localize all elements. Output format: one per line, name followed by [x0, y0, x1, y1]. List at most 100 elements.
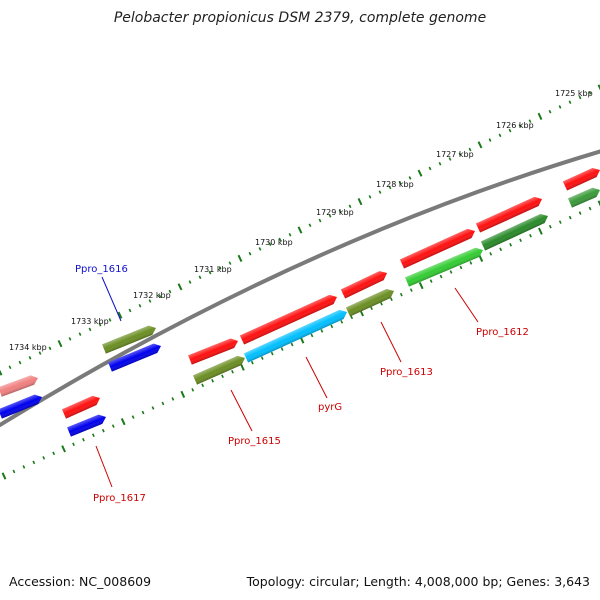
minor-tick [250, 360, 254, 365]
minor-tick [489, 252, 493, 256]
minor-tick [380, 301, 383, 306]
scale-label: 1730 kbp [255, 238, 293, 247]
minor-tick [448, 157, 452, 161]
scale-label: 1726 kbp [496, 121, 534, 130]
minor-tick [558, 105, 562, 109]
cds-ppro-1616-upper[interactable] [102, 323, 158, 354]
scale-label: 1725 kbp [555, 89, 593, 98]
major-tick [57, 340, 63, 348]
minor-tick [508, 128, 512, 133]
minor-tick [330, 324, 334, 329]
scale-label: 1731 kbp [194, 265, 232, 274]
label-ppro-1612[interactable]: Ppro_1612 [476, 327, 529, 338]
minor-tick [231, 369, 234, 374]
cds-ppro-1612[interactable] [480, 211, 550, 251]
minor-tick [429, 279, 433, 283]
major-tick [478, 254, 484, 262]
scale-label: 1733 kbp [71, 317, 109, 326]
minor-tick [260, 356, 264, 360]
minor-tick [88, 327, 92, 332]
minor-tick [278, 237, 282, 242]
gene-ppro-1615[interactable] [188, 336, 240, 365]
genome-backbone [0, 149, 600, 428]
minor-tick [488, 138, 492, 142]
minor-tick [568, 215, 572, 220]
minor-tick [320, 329, 324, 333]
scale-label: 1732 kbp [133, 291, 171, 300]
minor-tick [221, 374, 224, 379]
major-tick [120, 418, 126, 426]
minor-tick [439, 274, 443, 279]
minor-tick [318, 218, 322, 223]
major-tick [237, 254, 243, 262]
label-pyrg[interactable]: pyrG [318, 402, 342, 413]
gene-partial-edge-right[interactable] [562, 165, 600, 191]
minor-tick [468, 147, 472, 152]
minor-tick [350, 315, 354, 320]
minor-tick [191, 388, 195, 392]
minor-tick [578, 95, 582, 100]
minor-tick [388, 185, 392, 190]
cds-block[interactable] [405, 245, 485, 287]
gene-block[interactable] [399, 226, 477, 269]
major-tick [418, 282, 424, 290]
callout-line [230, 389, 253, 432]
minor-tick [588, 206, 592, 211]
gene-ppro-1617[interactable] [61, 393, 102, 419]
minor-tick [548, 109, 552, 114]
inner-scale-ticks [1, 200, 600, 480]
minor-tick [588, 90, 592, 95]
minor-tick [12, 469, 16, 474]
gene-ppro-1613[interactable] [340, 268, 389, 299]
minor-tick [529, 233, 532, 238]
minor-tick [38, 351, 42, 355]
cds-ppro-1615[interactable] [192, 353, 247, 385]
minor-tick [211, 379, 214, 383]
minor-tick [101, 428, 105, 433]
minor-tick [390, 297, 393, 301]
major-tick [297, 226, 303, 234]
minor-tick [338, 209, 342, 213]
cds-partial-edge-left[interactable] [0, 392, 44, 419]
minor-tick [408, 176, 412, 180]
minor-tick [378, 190, 382, 194]
minor-tick [108, 318, 112, 322]
minor-tick [409, 288, 413, 292]
minor-tick [138, 303, 142, 308]
gene-partial-edge-left[interactable] [0, 373, 40, 397]
minor-tick [288, 232, 292, 237]
major-tick [1, 472, 7, 480]
cds-ppro-1613[interactable] [345, 286, 396, 317]
minor-tick [68, 337, 72, 341]
major-tick [597, 200, 600, 207]
map-title: Pelobacter propionicus DSM 2379, complet… [113, 10, 487, 26]
minor-tick [558, 220, 562, 224]
minor-tick [78, 332, 82, 336]
label-ppro-1615[interactable]: Ppro_1615 [228, 436, 281, 447]
label-ppro-1616[interactable]: Ppro_1616 [75, 264, 128, 275]
gene-ppro-1612[interactable] [475, 194, 544, 233]
minor-tick [171, 397, 175, 401]
minor-tick [52, 451, 56, 456]
label-ppro-1613[interactable]: Ppro_1613 [380, 367, 433, 378]
minor-tick [161, 401, 165, 406]
major-tick [61, 445, 66, 453]
cds-pyrg[interactable] [243, 307, 349, 363]
minor-tick [72, 442, 75, 447]
minor-tick [268, 242, 272, 246]
minor-tick [248, 251, 252, 256]
minor-tick [548, 224, 552, 229]
minor-tick [509, 243, 512, 247]
label-ppro-1617[interactable]: Ppro_1617 [93, 493, 146, 504]
cds-ppro-1617[interactable] [67, 412, 108, 437]
minor-tick [168, 289, 172, 294]
major-tick [538, 227, 543, 235]
cds-ppro-1616-lower[interactable] [108, 341, 163, 372]
minor-tick [92, 433, 95, 437]
major-tick [180, 390, 186, 398]
cds-partial-edge-right[interactable] [568, 185, 600, 208]
callout-line [454, 287, 479, 323]
gene-pyrg[interactable] [239, 292, 339, 345]
minor-tick [270, 351, 274, 356]
minor-tick [141, 410, 145, 415]
